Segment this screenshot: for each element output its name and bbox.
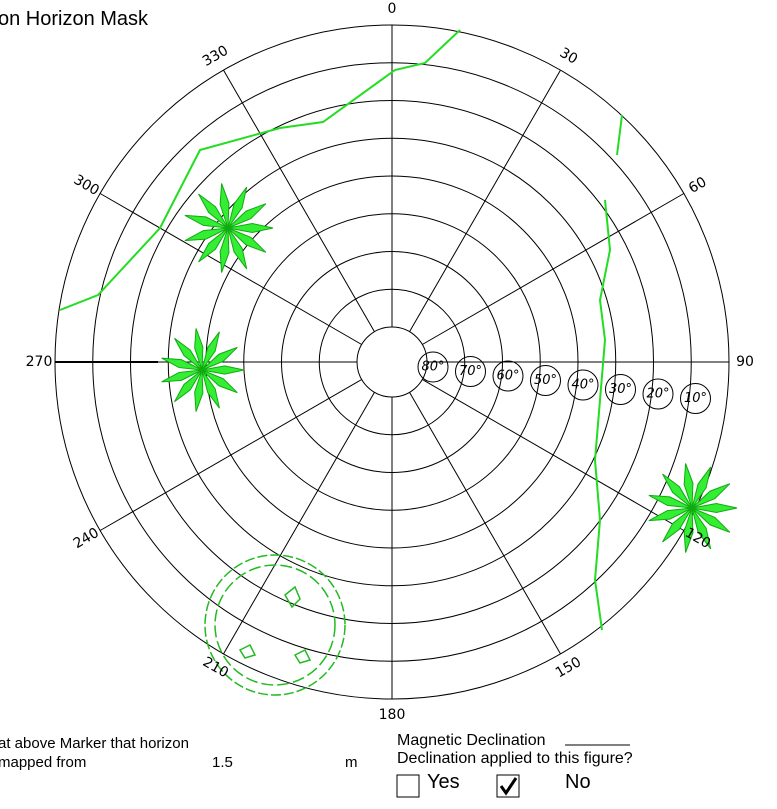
elevation-label: 10° [684,391,707,406]
horizon-left [59,29,461,311]
elevation-label: 20° [646,387,669,402]
azimuth-label: 240 [71,525,102,552]
elevation-marker [417,351,449,383]
azimuth-label: 60 [686,174,709,197]
horizon-right-top [616,114,623,156]
elevation-marker [530,365,561,396]
azimuth-label: 330 [200,43,231,70]
elevation-label: 70° [459,364,482,379]
elevation-marker [567,369,599,401]
azimuth-label: 150 [553,654,584,681]
elevation-marker [605,374,636,405]
radial-line [223,392,375,655]
trees [161,183,738,553]
footer-line2: mapped from [0,754,86,771]
radial-line [422,379,685,531]
radial-line [409,392,561,655]
declination-question: Declination applied to this figure? [397,750,633,767]
elevation-marker [455,356,486,387]
radial-line [422,193,685,345]
azimuth-label: 270 [26,354,53,370]
radial-line [223,69,375,332]
no-label: No [565,771,591,793]
azimuth-label: 210 [200,654,231,681]
declination-label: Magnetic Declination [397,732,546,749]
title: on Horizon Mask [0,8,149,30]
azimuth-label: 30 [557,45,580,68]
footer-line1: at above Marker that horizon [0,735,189,752]
elevation-marker [492,360,524,392]
tree [184,183,274,273]
azimuth-label: 90 [736,354,754,370]
azimuth-label: 300 [71,172,102,199]
elevation-label: 80° [421,360,444,375]
elevation-label: 40° [571,378,594,393]
yes-label: Yes [427,771,460,793]
elevation-marker [680,383,711,414]
horizon-line [59,29,623,631]
ring [356,326,428,398]
azimuth-label: 0 [388,1,397,17]
checkmark [499,777,518,796]
elevation-label: 60° [496,369,519,384]
footer-unit: m [345,754,358,771]
azimuth-label: 180 [379,707,406,723]
elevation-label: 50° [534,373,557,388]
radial-line [99,193,362,345]
tree [648,463,738,553]
elevation-label: 30° [609,382,632,397]
elevation-marker [642,378,674,410]
radial-line [409,69,561,332]
radial-line [99,379,362,531]
footer-height: 1.5 [212,754,233,771]
horizon-right [593,199,612,631]
tree [161,328,245,412]
yes-checkbox[interactable] [396,774,420,798]
bush [204,554,346,696]
